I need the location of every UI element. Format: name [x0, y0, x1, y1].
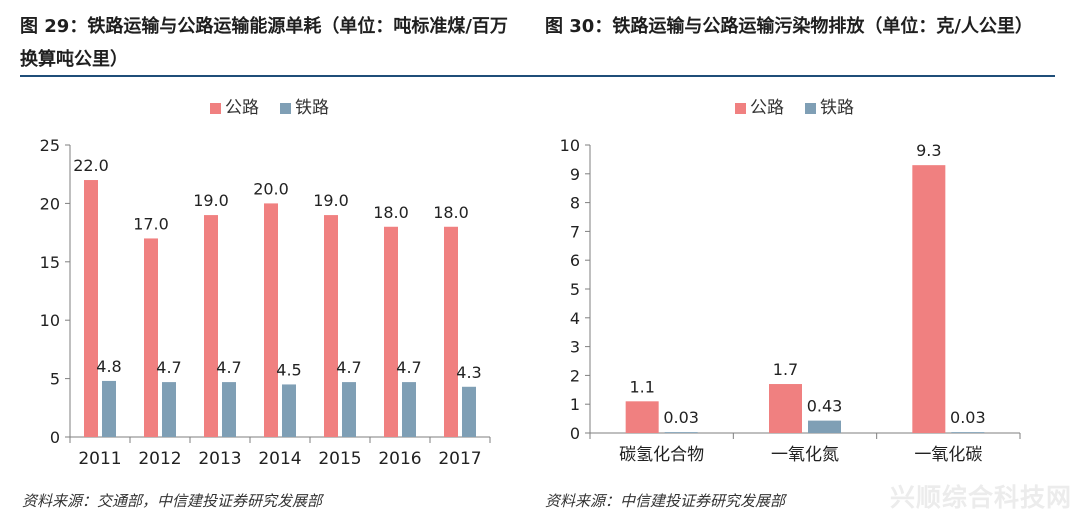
- c2-bar-公路-2: [912, 165, 946, 433]
- c1-bar-公路-6: [444, 226, 458, 437]
- c1-bar-公路-3: [264, 203, 278, 437]
- c1-data-label-1-6: 4.3: [456, 363, 481, 382]
- c1-y-tick-label-5: 25: [40, 136, 60, 155]
- pollutant-emission-chart: 公路 铁路 0 1 2 3 4 5 6 7 8 9 10 碳氢化合物 1.1 0.03 一氧化氮 1.7 0.43 一…: [545, 85, 1025, 475]
- c1-y-tick-label-1: 5: [50, 370, 60, 389]
- c1-data-label-0-3: 20.0: [253, 179, 289, 198]
- c2-data-label-1-1: 0.43: [807, 397, 843, 416]
- energy-consumption-chart-svg: 公路 铁路 0 5 10 15 20 25 2011 22.0 4.8 2012 17.0 4.7 2013…: [40, 98, 491, 469]
- c2-legend-label-0: 公路: [750, 98, 784, 118]
- c2-bar-公路-0: [625, 401, 659, 433]
- c1-legend-label-0: 公路: [225, 98, 259, 118]
- c1-data-label-0-0: 22.0: [73, 156, 109, 175]
- c1-bar-公路-4: [324, 215, 338, 437]
- c2-data-label-1-2: 0.03: [950, 408, 986, 427]
- c1-bar-铁路-3: [282, 384, 296, 437]
- c1-data-label-0-1: 17.0: [133, 214, 169, 233]
- c1-y-tick-label-4: 20: [40, 194, 60, 213]
- c1-category-label-3: 2014: [258, 449, 301, 469]
- pollutant-emission-chart-svg: 公路 铁路 0 1 2 3 4 5 6 7 8 9 10 碳氢化合物 1.1 0.03 一氧化氮 1.7 0.43 一…: [560, 98, 1021, 465]
- c1-legend-swatch-1: [280, 103, 291, 114]
- c2-data-label-1-0: 0.03: [663, 408, 699, 427]
- c1-category-label-5: 2016: [378, 449, 421, 469]
- source-note-left: 资料来源：交通部，中信建投证券研究发展部: [22, 492, 323, 510]
- header-rule: [20, 75, 1055, 77]
- c1-bar-铁路-5: [402, 382, 416, 437]
- c1-data-label-0-6: 18.0: [433, 203, 469, 222]
- c2-y-tick-label-9: 9: [570, 165, 580, 184]
- c1-y-tick-label-0: 0: [50, 428, 60, 447]
- c1-y-tick-label-3: 15: [40, 253, 60, 272]
- c1-category-label-0: 2011: [78, 449, 121, 469]
- c1-bar-铁路-6: [462, 386, 476, 437]
- c1-data-label-1-2: 4.7: [216, 358, 241, 377]
- c2-y-tick-label-1: 1: [570, 395, 580, 414]
- c1-data-label-1-1: 4.7: [156, 358, 181, 377]
- c1-data-label-1-0: 4.8: [96, 357, 121, 376]
- c2-y-tick-label-8: 8: [570, 194, 580, 213]
- c2-y-tick-label-2: 2: [570, 366, 580, 385]
- c1-bar-公路-5: [384, 226, 398, 437]
- c1-category-label-4: 2015: [318, 449, 361, 469]
- watermark: 兴顺综合科技网: [889, 483, 1072, 512]
- c1-bar-公路-1: [144, 238, 158, 437]
- c2-category-label-0: 碳氢化合物: [619, 445, 704, 465]
- c2-bar-铁路-1: [808, 420, 841, 433]
- c1-category-label-1: 2012: [138, 449, 181, 469]
- c2-y-tick-label-0: 0: [570, 424, 580, 443]
- c1-bar-公路-2: [204, 215, 218, 437]
- c1-bar-铁路-2: [222, 382, 236, 437]
- c1-data-label-0-2: 19.0: [193, 191, 229, 210]
- c1-legend-swatch-0: [210, 103, 221, 114]
- c1-y-tick-label-2: 10: [40, 311, 60, 330]
- c1-data-label-1-5: 4.7: [396, 358, 421, 377]
- c2-bar-公路-1: [769, 384, 802, 433]
- c2-data-label-0-0: 1.1: [629, 377, 654, 396]
- c2-data-label-0-2: 9.3: [916, 141, 941, 160]
- c1-category-label-2: 2013: [198, 449, 241, 469]
- c2-bar-铁路-0: [664, 432, 698, 433]
- c1-data-label-0-5: 18.0: [373, 203, 409, 222]
- c2-legend-swatch-0: [735, 103, 746, 114]
- c2-y-tick-label-7: 7: [570, 222, 580, 241]
- c1-legend-label-1: 铁路: [295, 98, 329, 118]
- c2-category-label-1: 一氧化氮: [771, 445, 839, 465]
- c2-legend-label-1: 铁路: [820, 98, 854, 118]
- c1-data-label-1-4: 4.7: [336, 358, 361, 377]
- c2-legend-swatch-1: [805, 103, 816, 114]
- source-note-right: 资料来源：中信建投证券研究发展部: [545, 492, 786, 510]
- c1-category-label-6: 2017: [438, 449, 481, 469]
- c1-bar-铁路-1: [162, 382, 176, 437]
- figure-30-title: 图 30：铁路运输与公路运输污染物排放（单位：克/人公里）: [545, 16, 1033, 37]
- c1-bar-铁路-0: [102, 380, 116, 437]
- c1-data-label-0-4: 19.0: [313, 191, 349, 210]
- figure-29-title: 图 29：铁路运输与公路运输能源单耗（单位：吨标准煤/百万换算吨公里）: [20, 16, 508, 70]
- c2-data-label-0-1: 1.7: [773, 360, 798, 379]
- c2-y-tick-label-5: 5: [570, 280, 580, 299]
- c2-y-tick-label-4: 4: [570, 309, 580, 328]
- c2-y-tick-label-6: 6: [570, 251, 580, 270]
- c1-bar-公路-0: [84, 180, 98, 437]
- energy-consumption-chart: 公路 铁路 0 5 10 15 20 25 2011 22.0 4.8 2012 17.0 4.7 2013…: [20, 85, 500, 475]
- c2-y-tick-label-10: 10: [560, 136, 580, 155]
- c2-legend: 公路 铁路: [735, 98, 854, 118]
- c2-category-label-2: 一氧化碳: [914, 445, 982, 465]
- c1-data-label-1-3: 4.5: [276, 360, 301, 379]
- c2-bar-铁路-2: [951, 432, 985, 433]
- c1-legend: 公路 铁路: [210, 98, 329, 118]
- c1-bar-铁路-4: [342, 382, 356, 437]
- c2-y-tick-label-3: 3: [570, 338, 580, 357]
